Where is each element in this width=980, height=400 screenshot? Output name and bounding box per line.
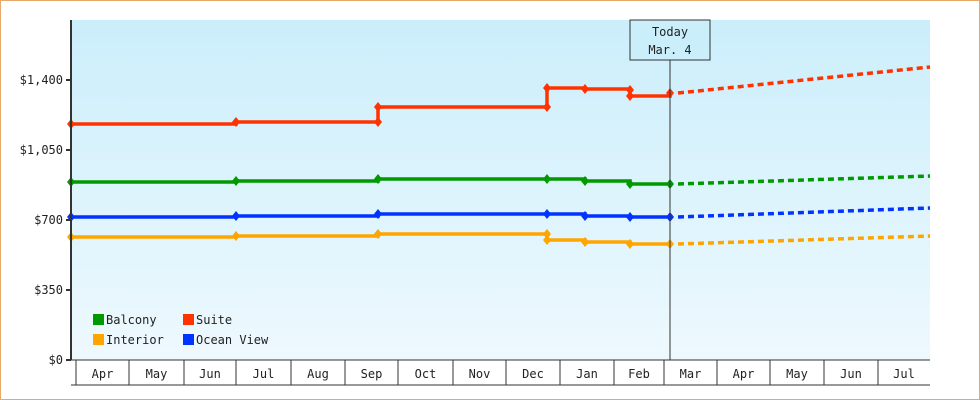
- plot-area: [71, 20, 930, 360]
- legend-label[interactable]: Suite: [196, 313, 232, 327]
- data-point[interactable]: [581, 237, 589, 247]
- data-point[interactable]: [232, 176, 240, 186]
- y-tick-label: $350: [34, 283, 63, 297]
- x-month-label: May: [786, 367, 808, 381]
- x-month-label: Jun: [199, 367, 221, 381]
- data-point[interactable]: [374, 117, 382, 127]
- forecast-line: [677, 174, 931, 186]
- today-label: Today: [652, 25, 688, 39]
- data-point[interactable]: [626, 179, 634, 189]
- data-point[interactable]: [581, 176, 589, 186]
- series-layer: [67, 65, 931, 249]
- x-month-label: Feb: [628, 367, 650, 381]
- x-month-label: May: [146, 367, 168, 381]
- x-month-label: Apr: [92, 367, 114, 381]
- x-month-label: Nov: [469, 367, 491, 381]
- data-point[interactable]: [374, 209, 382, 219]
- forecast-line: [677, 206, 931, 219]
- data-point[interactable]: [581, 211, 589, 221]
- legend-label[interactable]: Ocean View: [196, 333, 269, 347]
- x-month-label: Jan: [576, 367, 598, 381]
- legend-swatch: [93, 314, 104, 325]
- x-month-label: Jun: [840, 367, 862, 381]
- y-tick-label: $1,400: [20, 73, 63, 87]
- legend: Balcony Suite Interior Ocean View: [93, 313, 269, 347]
- y-tick-label: $700: [34, 213, 63, 227]
- data-point[interactable]: [626, 85, 634, 95]
- data-point[interactable]: [232, 211, 240, 221]
- today-date: Mar. 4: [648, 43, 691, 57]
- data-point[interactable]: [626, 91, 634, 101]
- legend-label[interactable]: Interior: [106, 333, 164, 347]
- x-month-label: Oct: [415, 367, 437, 381]
- data-point[interactable]: [374, 174, 382, 184]
- forecast-line: [677, 65, 931, 95]
- today-marker: Today Mar. 4: [629, 19, 711, 360]
- data-point[interactable]: [626, 239, 634, 249]
- axes-layer: $0 $350 $700 $1,050 $1,400 Apr May Jun Jul Aug Sep…: [20, 20, 930, 386]
- x-month-label: Sep: [361, 367, 383, 381]
- forecast-line: [677, 234, 931, 246]
- x-month-label: Apr: [733, 367, 755, 381]
- legend-swatch: [183, 314, 194, 325]
- x-month-label: Jul: [253, 367, 275, 381]
- y-tick-label: $0: [49, 353, 63, 367]
- data-point[interactable]: [543, 209, 551, 219]
- data-point[interactable]: [581, 84, 589, 94]
- data-point[interactable]: [543, 229, 551, 239]
- x-month-label: Aug: [307, 367, 329, 381]
- data-point[interactable]: [543, 83, 551, 93]
- x-month-label: Jul: [893, 367, 915, 381]
- data-point[interactable]: [626, 212, 634, 222]
- x-month-label: Dec: [522, 367, 544, 381]
- data-point[interactable]: [374, 229, 382, 239]
- data-point[interactable]: [543, 174, 551, 184]
- y-tick-label: $1,050: [20, 143, 63, 157]
- data-point[interactable]: [374, 102, 382, 112]
- data-point[interactable]: [232, 231, 240, 241]
- x-month-label: Mar: [680, 367, 702, 381]
- data-point[interactable]: [543, 235, 551, 245]
- data-point[interactable]: [543, 102, 551, 112]
- data-point[interactable]: [232, 117, 240, 127]
- legend-swatch: [183, 334, 194, 345]
- legend-swatch: [93, 334, 104, 345]
- legend-label[interactable]: Balcony: [106, 313, 157, 327]
